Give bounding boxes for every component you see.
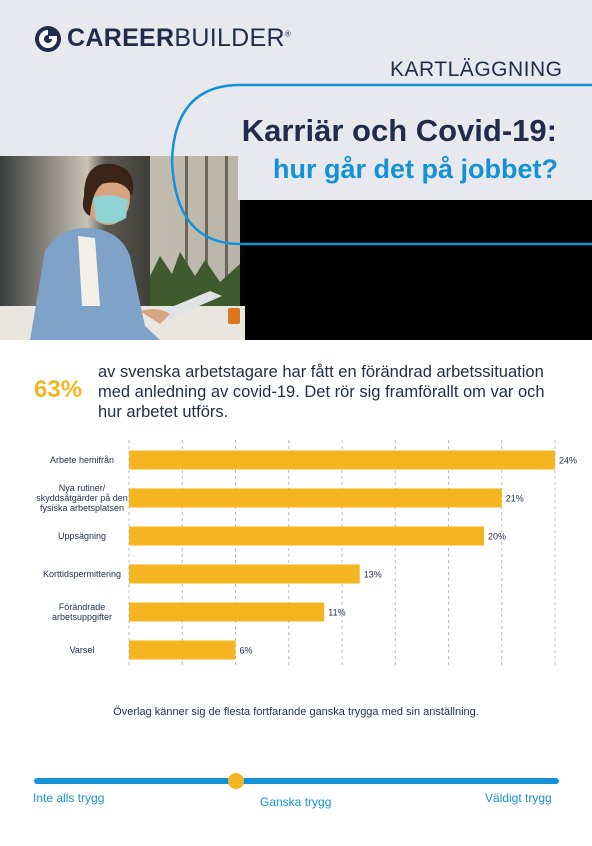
scale-label-right: Väldigt trygg: [485, 791, 552, 805]
security-scale-marker: [228, 773, 244, 789]
chart-bar: [129, 526, 484, 546]
highlight-text: av svenska arbetstagare har fått en förä…: [98, 363, 545, 421]
bar-chart: 24% Arbete hemifrån 21% Nya rutiner/skyddså…: [36, 440, 577, 666]
title-panel: [238, 100, 592, 200]
chart-category-label-line: Förändrade: [59, 602, 106, 612]
chart-category-label-line: arbetsuppgifter: [52, 612, 112, 622]
chart-value-label: 11%: [328, 608, 345, 618]
chart-bar: [129, 602, 325, 622]
footer-note: Överlag känner sig de flesta fortfarande…: [113, 706, 479, 718]
chart-bar: [129, 488, 502, 508]
chart-bar: [129, 450, 555, 470]
chart-category-label-line: skyddsåtgärder på den: [36, 493, 128, 503]
chart-value-label: 24%: [559, 456, 577, 466]
chart-category-label-line: Varsel: [70, 645, 95, 655]
chart-category-label: Korttidspermittering: [43, 569, 121, 579]
chart-category-label-line: Uppsägning: [58, 531, 106, 541]
scale-label-left: Inte alls trygg: [33, 791, 105, 805]
careerbuilder-logo-icon: [35, 25, 61, 52]
chart-category-label: Arbete hemifrån: [50, 455, 114, 465]
chart-category-label: Nya rutiner/skyddsåtgärder på den fysiska…: [36, 483, 128, 513]
chart-category-label: Uppsägning: [58, 531, 106, 541]
chart-category-label: Förändrade arbetsuppgifter: [52, 602, 112, 622]
chart-category-label-line: Korttidspermittering: [43, 569, 121, 579]
page-subtitle: hur går det på jobbet?: [272, 154, 558, 184]
chart-category-label: Varsel: [70, 645, 95, 655]
logo-wordmark: CAREERBUILDER®: [67, 24, 292, 52]
highlight-percent: 63%: [34, 376, 83, 403]
chart-value-label: 6%: [240, 646, 253, 656]
decorative-arc: [170, 83, 592, 246]
chart-value-label: 21%: [506, 494, 524, 504]
page-title: Karriär och Covid-19:: [241, 113, 557, 148]
careerbuilder-logo: CAREERBUILDER®: [34, 24, 291, 53]
chart-value-label: 20%: [488, 532, 506, 542]
security-scale-track: [34, 778, 559, 784]
chart-category-label-line: Arbete hemifrån: [50, 455, 114, 465]
chart-value-label: 13%: [364, 570, 382, 580]
chart-bar: [129, 640, 236, 660]
chart-category-label-line: Nya rutiner/: [59, 483, 106, 493]
chart-bar: [129, 564, 360, 584]
scale-label-middle: Ganska trygg: [260, 795, 332, 809]
decorative-arc-overlay: [170, 83, 592, 246]
section-label: KARTLÄGGNING: [390, 58, 563, 81]
chart-category-label-line: fysiska arbetsplatsen: [40, 503, 124, 513]
